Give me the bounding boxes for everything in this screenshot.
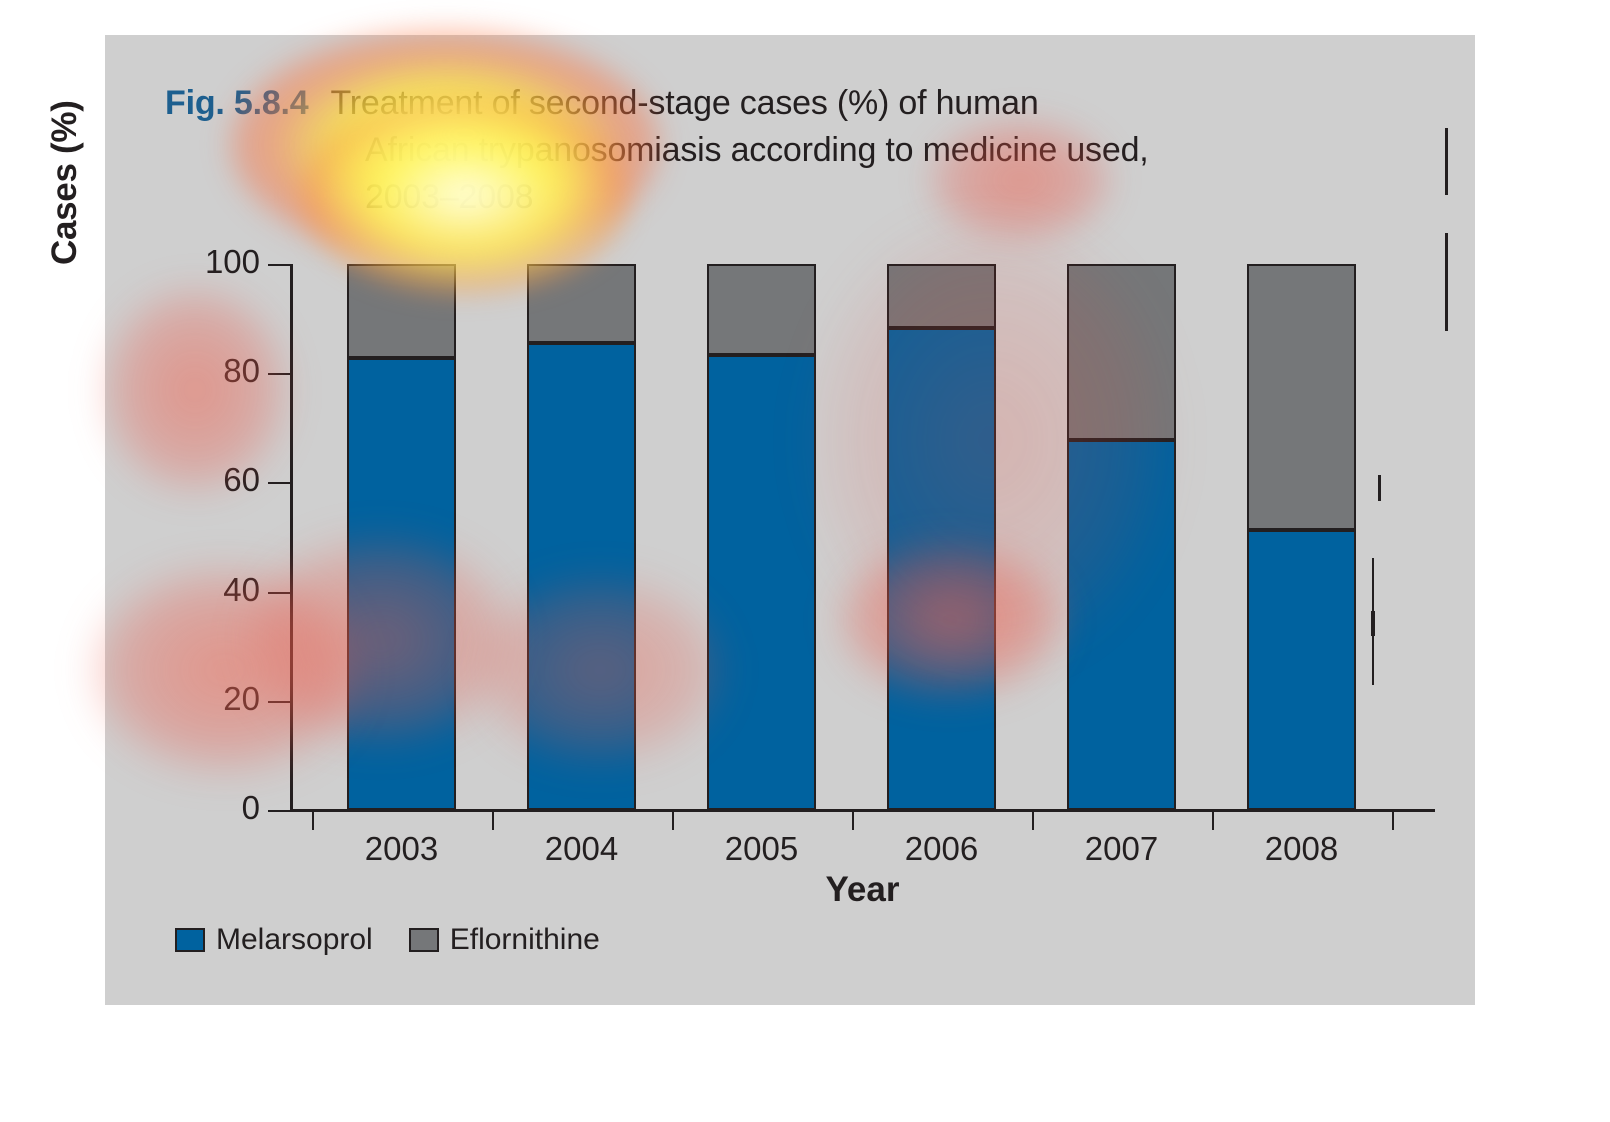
x-axis-tick: [1392, 810, 1394, 830]
y-axis-tick: [268, 264, 290, 266]
y-axis-tick: [268, 591, 290, 594]
bar-segment-eflornithine[interactable]: [347, 264, 456, 359]
x-axis-title: Year: [825, 870, 900, 909]
x-axis-tick-label: 2006: [904, 830, 979, 867]
x-axis-tick-label: 2005: [724, 830, 799, 867]
scan-artifact-mark: [1371, 611, 1375, 636]
y-axis-tick: [268, 700, 290, 703]
x-axis-tick-label: 2008: [1264, 830, 1339, 867]
bar-segment-eflornithine[interactable]: [1067, 264, 1176, 440]
bar-segment-melarsoprol[interactable]: [347, 358, 456, 810]
bar-segment-melarsoprol[interactable]: [1067, 439, 1176, 810]
x-axis-tick: [312, 810, 314, 830]
y-axis-tick-label: 40: [223, 570, 260, 608]
scan-artifact-mark: [1378, 475, 1381, 501]
bar-segment-eflornithine[interactable]: [527, 264, 636, 344]
x-axis-tick-label: 2003: [364, 830, 439, 867]
y-axis-tick-label: 0: [241, 789, 260, 826]
y-axis-tick: [268, 810, 290, 812]
bar-group[interactable]: [347, 264, 456, 810]
x-axis-tick: [1032, 810, 1034, 830]
x-axis-line: [290, 809, 1435, 812]
bar-segment-eflornithine[interactable]: [887, 264, 996, 329]
y-axis-tick-label: 100: [204, 243, 260, 280]
bar-segment-melarsoprol[interactable]: [527, 343, 636, 810]
scan-artifact-mark: [1445, 128, 1448, 195]
bar-segment-melarsoprol[interactable]: [1247, 529, 1356, 810]
legend-swatch-icon: [408, 928, 439, 952]
y-axis-tick-label: 20: [223, 679, 260, 717]
bar-group[interactable]: [1067, 264, 1176, 810]
plot-area: 0 20 40 60 80 100 2003 2004 2005 2006 2007 2008: [205, 243, 1435, 867]
x-axis-tick-label: 2004: [544, 830, 619, 867]
bar-segment-melarsoprol[interactable]: [707, 354, 816, 810]
legend-item[interactable]: Melarsoprol: [175, 923, 373, 957]
bar-segment-melarsoprol[interactable]: [887, 328, 996, 810]
x-axis-tick: [852, 810, 854, 830]
plot-wrapper: Cases (%) 0 20 40 60 80 100 2003 2004 2005 2006 2…: [45, 35, 1475, 1005]
legend-label: Melarsoprol: [216, 923, 373, 956]
bar-group[interactable]: [707, 264, 816, 810]
bar-segment-eflornithine[interactable]: [1247, 264, 1356, 530]
bar-group[interactable]: [527, 264, 636, 810]
legend-swatch-icon: [175, 928, 205, 952]
figure-panel: Fig. 5.8.4 Treatment of second-stage case…: [45, 35, 1475, 1005]
y-axis-line: [290, 264, 293, 810]
bar-segment-eflornithine[interactable]: [707, 264, 816, 355]
y-axis-tick-label: 60: [223, 461, 260, 499]
chart-legend: Melarsoprol Eflornithine: [175, 923, 600, 957]
x-axis-tick: [492, 810, 494, 830]
y-axis-title: Cases (%): [45, 100, 84, 265]
legend-label: Eflornithine: [449, 923, 600, 956]
x-axis-tick: [1212, 810, 1214, 830]
bar-group[interactable]: [887, 264, 996, 810]
x-axis-tick-label: 2007: [1084, 830, 1159, 867]
bar-group[interactable]: [1247, 264, 1356, 810]
y-axis-tick: [268, 482, 290, 485]
legend-item[interactable]: Eflornithine: [408, 923, 600, 957]
y-axis-tick-label: 80: [223, 352, 260, 390]
y-axis-tick: [268, 373, 290, 376]
x-axis-tick: [672, 810, 674, 830]
scan-artifact-mark: [1445, 233, 1448, 331]
